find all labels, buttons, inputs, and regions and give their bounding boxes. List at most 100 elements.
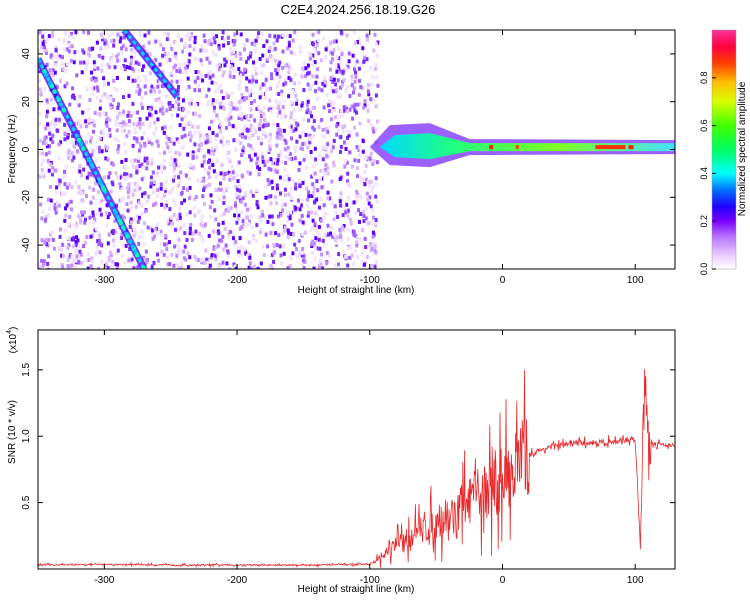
noise-cell [287, 124, 291, 129]
noise-cell [165, 59, 169, 64]
noise-cell [181, 70, 185, 75]
snr-frame [37, 329, 676, 570]
noise-cell [116, 105, 120, 110]
noise-cell [103, 81, 106, 86]
noise-cell [95, 40, 99, 45]
noise-cell [126, 175, 130, 180]
noise-cell [240, 245, 244, 249]
noise-cell [309, 41, 313, 46]
noise-cell [266, 244, 269, 249]
noise-cell [371, 208, 375, 213]
noise-cell [303, 74, 307, 79]
noise-cell [298, 49, 302, 54]
noise-cell [280, 261, 284, 266]
noise-cell [139, 33, 143, 38]
noise-cell [204, 73, 208, 78]
noise-cell [71, 244, 75, 249]
noise-cell [277, 127, 281, 132]
noise-cell [167, 101, 171, 106]
noise-cell [302, 266, 306, 269]
colorbar-frame [711, 29, 737, 270]
noise-cell [68, 264, 72, 269]
noise-cell [208, 70, 212, 75]
noise-cell [176, 227, 180, 232]
noise-cell [334, 241, 338, 246]
noise-cell [264, 232, 268, 237]
noise-cell [338, 60, 342, 65]
noise-cell [301, 101, 305, 106]
noise-cell [183, 244, 187, 249]
noise-cell [92, 129, 95, 134]
noise-cell [350, 83, 354, 88]
noise-cell [189, 193, 193, 198]
noise-cell [137, 200, 141, 205]
noise-cell [274, 231, 278, 236]
noise-cell [262, 44, 266, 48]
noise-cell [114, 230, 118, 234]
noise-cell [149, 89, 153, 94]
noise-cell [226, 205, 230, 210]
noise-cell [117, 144, 121, 149]
noise-cell [154, 98, 158, 102]
noise-cell [47, 126, 51, 131]
snr-xlabel: Height of straight line (km) [298, 584, 415, 595]
noise-cell [92, 123, 96, 128]
noise-cell [300, 74, 304, 79]
noise-cell [156, 117, 160, 122]
noise-cell [206, 257, 210, 262]
noise-cell [255, 199, 259, 204]
noise-cell [289, 186, 293, 191]
noise-cell [117, 111, 121, 116]
noise-cell [91, 233, 95, 238]
noise-cell [270, 105, 273, 110]
noise-cell [178, 212, 182, 217]
noise-cell [370, 264, 374, 269]
noise-cell [91, 213, 95, 218]
noise-cell [50, 71, 54, 76]
streak-peak [86, 156, 91, 162]
noise-cell [54, 62, 58, 67]
streak-peak [113, 210, 119, 216]
noise-cell [105, 211, 108, 216]
noise-cell [178, 67, 181, 72]
noise-cell [63, 169, 66, 174]
noise-cell [221, 220, 225, 225]
noise-cell [143, 209, 147, 214]
noise-cell [261, 159, 265, 164]
noise-cell [137, 215, 141, 220]
noise-cell [214, 53, 218, 58]
noise-cell [304, 132, 308, 137]
noise-cell [262, 106, 266, 110]
noise-cell [217, 222, 221, 227]
noise-cell [93, 67, 97, 71]
noise-cell [128, 224, 132, 229]
noise-cell [316, 67, 319, 72]
noise-cell [215, 172, 219, 176]
noise-cell [354, 63, 358, 68]
noise-cell [170, 79, 174, 84]
noise-cell [362, 214, 366, 218]
noise-cell [141, 122, 145, 127]
noise-cell [337, 265, 341, 269]
noise-cell [171, 221, 174, 226]
noise-cell [313, 246, 317, 250]
noise-cell [267, 264, 271, 269]
noise-cell [259, 267, 263, 269]
noise-cell [227, 231, 231, 236]
noise-cell [356, 147, 360, 152]
noise-cell [54, 210, 58, 215]
noise-cell [122, 215, 126, 220]
noise-cell [209, 119, 213, 124]
noise-cell [305, 71, 309, 76]
noise-cell [358, 78, 361, 83]
noise-cell [82, 167, 86, 172]
noise-cell [94, 159, 98, 164]
noise-cell [178, 215, 182, 220]
noise-cell [45, 242, 49, 247]
noise-cell [132, 111, 136, 116]
noise-cell [369, 97, 373, 102]
noise-cell [323, 78, 327, 83]
noise-cell [180, 135, 184, 140]
noise-cell [361, 139, 365, 144]
noise-cell [217, 197, 221, 201]
